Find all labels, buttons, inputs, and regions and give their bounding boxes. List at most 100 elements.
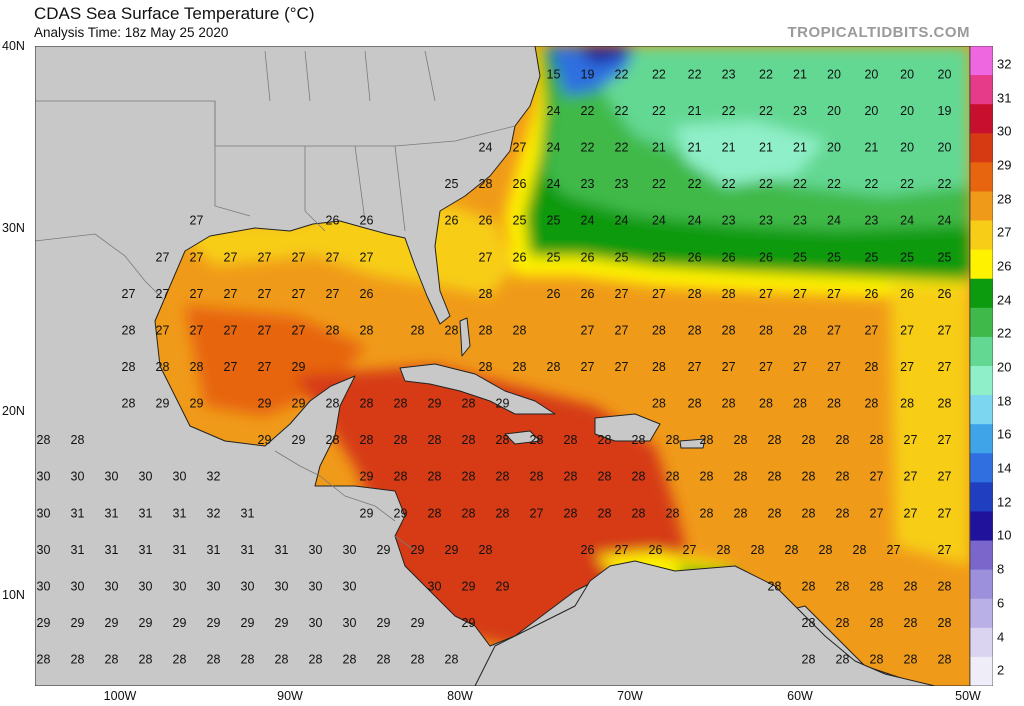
sst-label: 28 (530, 470, 544, 484)
sst-label: 27 (479, 250, 493, 264)
sst-band-19 (675, 121, 825, 186)
sst-label: 15 (547, 67, 561, 81)
sst-label: 28 (445, 323, 459, 337)
sst-label: 31 (139, 543, 153, 557)
sst-label: 28 (564, 506, 578, 520)
sst-label: 28 (156, 360, 170, 374)
sst-label: 29 (360, 470, 374, 484)
sst-label: 22 (688, 177, 702, 191)
sst-label: 28 (652, 360, 666, 374)
sst-label: 28 (37, 653, 51, 667)
sst-label: 27 (326, 250, 340, 264)
sst-label: 28 (139, 653, 153, 667)
sst-label: 28 (793, 397, 807, 411)
sst-label: 28 (394, 433, 408, 447)
sst-label: 28 (241, 653, 255, 667)
sst-label: 30 (105, 579, 119, 593)
sst-label: 28 (802, 653, 816, 667)
sst-label: 28 (462, 506, 476, 520)
sst-label: 28 (900, 397, 914, 411)
lon-label-70w: 70W (617, 689, 643, 703)
sst-label: 22 (581, 141, 595, 155)
sst-label: 29 (496, 579, 510, 593)
sst-label: 28 (785, 543, 799, 557)
sst-label: 22 (652, 67, 666, 81)
sst-label: 28 (598, 506, 612, 520)
sst-label: 27 (156, 323, 170, 337)
colorbar-label: 31 (997, 90, 1012, 105)
sst-label: 28 (688, 397, 702, 411)
sst-label: 27 (722, 360, 736, 374)
jamaica (504, 430, 541, 445)
sst-label: 29 (156, 397, 170, 411)
sst-label: 28 (836, 616, 850, 630)
sst-label: 20 (827, 104, 841, 118)
sst-label: 32 (207, 470, 221, 484)
sst-label: 28 (864, 360, 878, 374)
sst-label: 28 (836, 653, 850, 667)
sst-label: 27 (793, 360, 807, 374)
sst-label: 23 (759, 214, 773, 228)
sst-label: 28 (632, 433, 646, 447)
sst-label: 25 (864, 250, 878, 264)
sst-label: 28 (530, 433, 544, 447)
sst-label: 28 (717, 543, 731, 557)
sst-label: 25 (513, 214, 527, 228)
sst-label: 27 (652, 287, 666, 301)
sst-label: 27 (904, 433, 918, 447)
sst-label: 28 (479, 177, 493, 191)
sst-band-20 (595, 46, 970, 196)
sst-label: 25 (547, 214, 561, 228)
sst-label: 28 (632, 470, 646, 484)
sst-label: 25 (938, 250, 952, 264)
lat-label-10n: 10N (2, 588, 25, 602)
sst-label: 26 (688, 250, 702, 264)
sst-label: 28 (768, 433, 782, 447)
sst-label: 28 (343, 653, 357, 667)
sst-label: 28 (802, 433, 816, 447)
sst-label: 22 (900, 177, 914, 191)
sst-label: 31 (207, 543, 221, 557)
sst-label: 28 (411, 653, 425, 667)
sst-label: 28 (759, 397, 773, 411)
colorbar-cell (970, 453, 993, 483)
sst-label: 29 (462, 616, 476, 630)
sst-label: 30 (428, 579, 442, 593)
sst-label: 28 (428, 506, 442, 520)
sst-label: 20 (900, 104, 914, 118)
sst-label: 28 (652, 323, 666, 337)
sst-label: 28 (326, 323, 340, 337)
sst-label: 22 (615, 104, 629, 118)
sst-label: 27 (224, 250, 238, 264)
sst-label: 30 (71, 579, 85, 593)
sst-label: 23 (793, 214, 807, 228)
sst-label: 30 (275, 579, 289, 593)
sst-label: 28 (513, 323, 527, 337)
sst-label: 24 (615, 214, 629, 228)
sst-label: 31 (173, 506, 187, 520)
colorbar-label: 16 (997, 426, 1012, 442)
sst-label: 28 (870, 653, 884, 667)
lon-label-80w: 80W (447, 689, 473, 703)
sst-label: 28 (836, 470, 850, 484)
sst-label: 27 (581, 323, 595, 337)
colorbar-cell (970, 395, 993, 425)
colorbar-cell (970, 191, 993, 222)
sst-label: 28 (190, 360, 204, 374)
sst-label: 28 (819, 543, 833, 557)
sst-label: 27 (190, 323, 204, 337)
sst-label: 27 (360, 250, 374, 264)
sst-label: 25 (793, 250, 807, 264)
sst-label: 22 (793, 177, 807, 191)
colorbar-label: 26 (997, 258, 1012, 274)
colorbar-cell (970, 511, 993, 542)
colorbar-label: 22 (997, 325, 1012, 341)
sst-label: 27 (759, 360, 773, 374)
sst-label: 24 (547, 141, 561, 155)
sst-label: 29 (377, 543, 391, 557)
colorbar-label: 30 (997, 123, 1012, 139)
sst-label: 28 (853, 543, 867, 557)
colorbar-cell (970, 366, 993, 396)
sst-label: 28 (688, 287, 702, 301)
sst-band-10 (575, 46, 635, 64)
